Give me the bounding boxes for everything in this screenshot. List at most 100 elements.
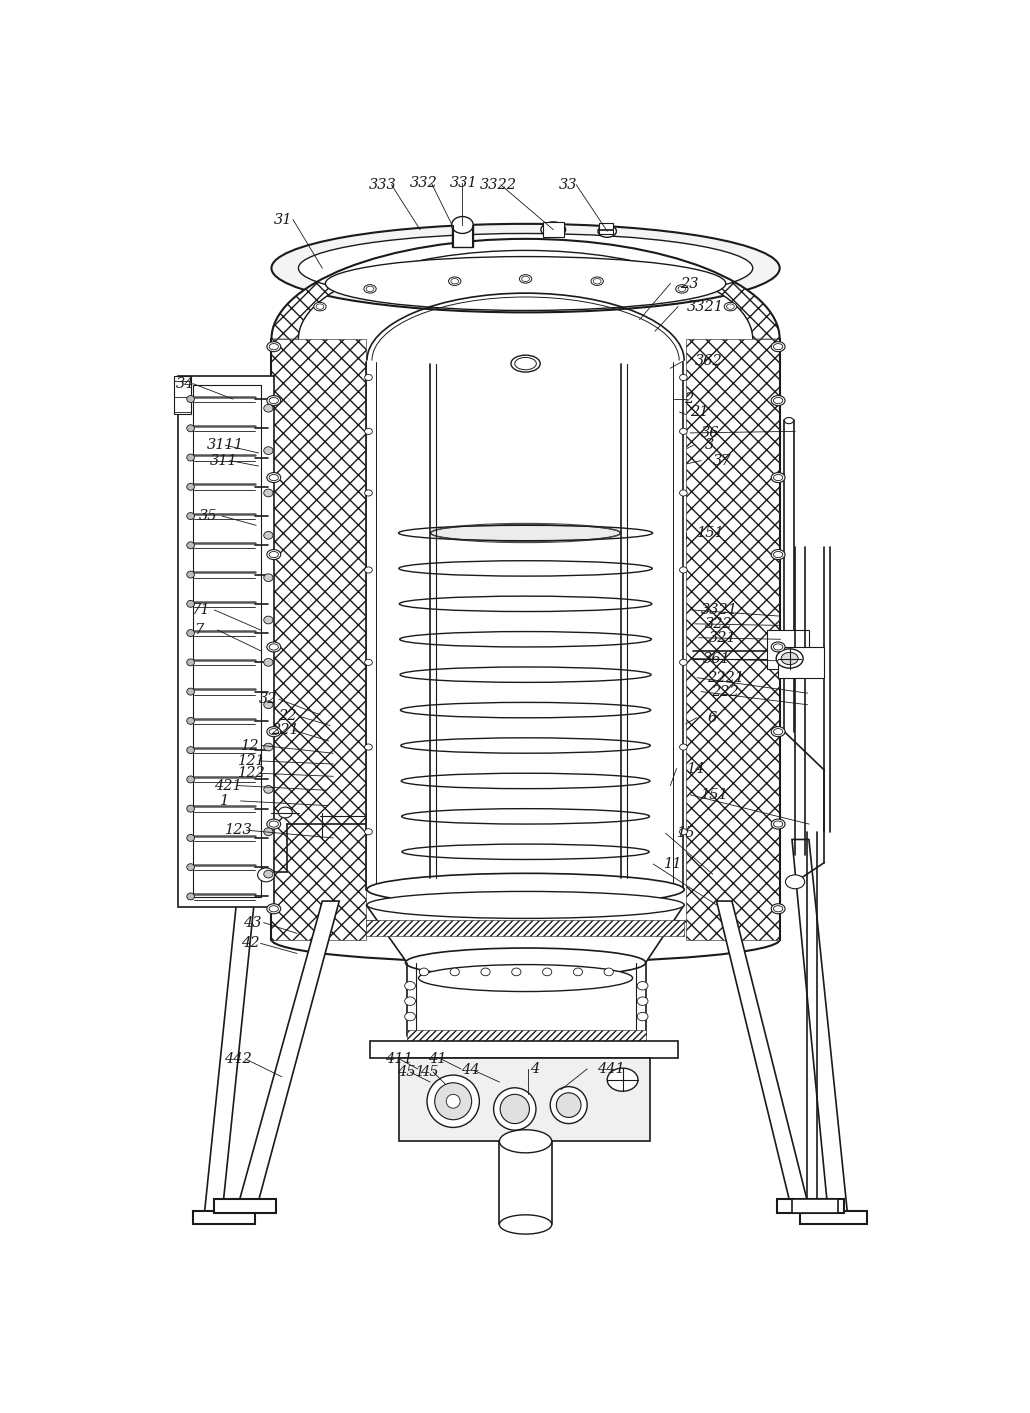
Ellipse shape [264, 489, 273, 497]
Ellipse shape [574, 968, 583, 976]
Ellipse shape [264, 574, 273, 582]
Ellipse shape [556, 1092, 581, 1118]
Ellipse shape [264, 531, 273, 540]
Ellipse shape [451, 216, 473, 233]
Ellipse shape [419, 968, 428, 976]
Ellipse shape [367, 892, 684, 918]
Ellipse shape [186, 835, 195, 841]
Ellipse shape [591, 277, 604, 285]
Bar [777, 1200, 845, 1212]
Ellipse shape [186, 658, 195, 666]
Ellipse shape [771, 642, 785, 651]
Bar [214, 1200, 276, 1212]
Polygon shape [272, 339, 367, 940]
Ellipse shape [501, 1094, 529, 1123]
Text: 222: 222 [711, 685, 739, 698]
Ellipse shape [638, 998, 648, 1006]
Ellipse shape [680, 428, 687, 434]
Text: 42: 42 [241, 937, 260, 951]
Ellipse shape [680, 745, 687, 750]
Ellipse shape [519, 274, 531, 283]
Ellipse shape [511, 355, 540, 372]
Ellipse shape [264, 828, 273, 835]
Polygon shape [272, 239, 780, 339]
Ellipse shape [186, 688, 195, 695]
Ellipse shape [267, 342, 281, 352]
Text: 2221: 2221 [708, 671, 745, 685]
Ellipse shape [777, 649, 803, 668]
Text: 121: 121 [238, 755, 266, 767]
Text: 21: 21 [689, 406, 708, 420]
Ellipse shape [267, 472, 281, 483]
Ellipse shape [493, 1088, 536, 1130]
Polygon shape [778, 647, 824, 678]
Text: 6: 6 [708, 711, 717, 725]
Ellipse shape [418, 965, 632, 992]
Polygon shape [766, 630, 809, 668]
Ellipse shape [500, 1215, 552, 1234]
Ellipse shape [272, 917, 780, 962]
Ellipse shape [771, 342, 785, 352]
Ellipse shape [784, 417, 793, 424]
Ellipse shape [771, 550, 785, 560]
Text: 362: 362 [695, 353, 723, 367]
Text: 361: 361 [702, 651, 730, 666]
Text: 442: 442 [224, 1051, 251, 1065]
Text: 35: 35 [199, 509, 217, 523]
Text: 41: 41 [427, 1051, 446, 1065]
Ellipse shape [186, 483, 195, 490]
Text: 151: 151 [701, 788, 729, 801]
Text: 421: 421 [214, 779, 242, 793]
Ellipse shape [186, 571, 195, 578]
Ellipse shape [264, 786, 273, 793]
Ellipse shape [608, 1068, 638, 1091]
Ellipse shape [449, 277, 460, 285]
Text: 3111: 3111 [207, 438, 244, 452]
Ellipse shape [500, 1130, 552, 1153]
Text: 333: 333 [369, 178, 397, 192]
Polygon shape [367, 904, 684, 962]
Ellipse shape [267, 726, 281, 736]
Ellipse shape [771, 726, 785, 736]
Ellipse shape [605, 968, 613, 976]
Ellipse shape [676, 284, 688, 292]
Bar [174, 376, 191, 414]
Text: 332: 332 [410, 177, 438, 191]
Text: 3322: 3322 [479, 178, 516, 192]
Text: 34: 34 [176, 377, 195, 390]
Text: 3: 3 [705, 438, 714, 452]
Ellipse shape [406, 948, 646, 978]
Text: 441: 441 [597, 1063, 625, 1075]
Text: 23: 23 [680, 277, 698, 291]
Text: 2: 2 [684, 391, 693, 406]
Text: 321: 321 [709, 630, 736, 644]
Ellipse shape [364, 284, 376, 292]
Ellipse shape [186, 454, 195, 461]
Ellipse shape [771, 472, 785, 483]
Ellipse shape [481, 968, 490, 976]
Ellipse shape [450, 968, 459, 976]
Ellipse shape [272, 223, 780, 312]
Text: 71: 71 [192, 603, 210, 617]
Ellipse shape [314, 302, 327, 311]
Ellipse shape [598, 225, 616, 237]
Text: 14: 14 [687, 762, 706, 776]
Ellipse shape [365, 745, 372, 750]
Text: 15: 15 [677, 827, 695, 841]
Ellipse shape [680, 660, 687, 666]
Text: 122: 122 [238, 766, 266, 780]
Ellipse shape [638, 982, 648, 991]
Text: 32: 32 [259, 692, 277, 706]
Ellipse shape [325, 257, 726, 311]
Ellipse shape [264, 616, 273, 625]
Ellipse shape [186, 396, 195, 403]
Text: 322: 322 [705, 617, 732, 630]
Ellipse shape [550, 1087, 587, 1123]
Ellipse shape [771, 820, 785, 829]
Ellipse shape [267, 904, 281, 914]
Text: 451: 451 [397, 1065, 424, 1080]
Ellipse shape [771, 904, 785, 914]
Text: 36: 36 [701, 425, 720, 439]
Text: 31: 31 [274, 212, 293, 226]
Ellipse shape [264, 743, 273, 750]
